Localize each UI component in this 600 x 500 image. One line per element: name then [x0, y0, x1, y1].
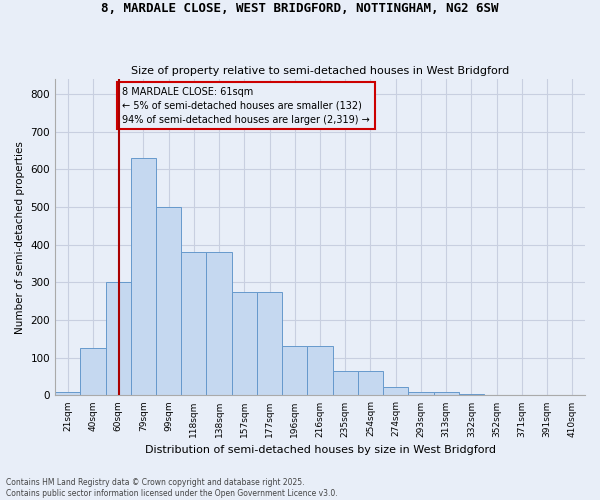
- Bar: [282, 346, 307, 396]
- Bar: [181, 252, 206, 396]
- Bar: [55, 392, 80, 396]
- Bar: [80, 348, 106, 396]
- Bar: [257, 292, 282, 396]
- Bar: [332, 371, 358, 396]
- Text: Contains HM Land Registry data © Crown copyright and database right 2025.
Contai: Contains HM Land Registry data © Crown c…: [6, 478, 338, 498]
- Bar: [156, 207, 181, 396]
- Title: Size of property relative to semi-detached houses in West Bridgford: Size of property relative to semi-detach…: [131, 66, 509, 76]
- Text: 8 MARDALE CLOSE: 61sqm
← 5% of semi-detached houses are smaller (132)
94% of sem: 8 MARDALE CLOSE: 61sqm ← 5% of semi-deta…: [122, 86, 370, 124]
- Bar: [434, 392, 459, 396]
- Y-axis label: Number of semi-detached properties: Number of semi-detached properties: [15, 141, 25, 334]
- Bar: [383, 387, 409, 396]
- Text: 8, MARDALE CLOSE, WEST BRIDGFORD, NOTTINGHAM, NG2 6SW: 8, MARDALE CLOSE, WEST BRIDGFORD, NOTTIN…: [101, 2, 499, 16]
- Bar: [409, 392, 434, 396]
- Bar: [106, 282, 131, 396]
- Bar: [232, 292, 257, 396]
- Bar: [358, 371, 383, 396]
- Bar: [131, 158, 156, 396]
- Bar: [307, 346, 332, 396]
- X-axis label: Distribution of semi-detached houses by size in West Bridgford: Distribution of semi-detached houses by …: [145, 445, 496, 455]
- Bar: [206, 252, 232, 396]
- Bar: [459, 394, 484, 396]
- Bar: [484, 394, 509, 396]
